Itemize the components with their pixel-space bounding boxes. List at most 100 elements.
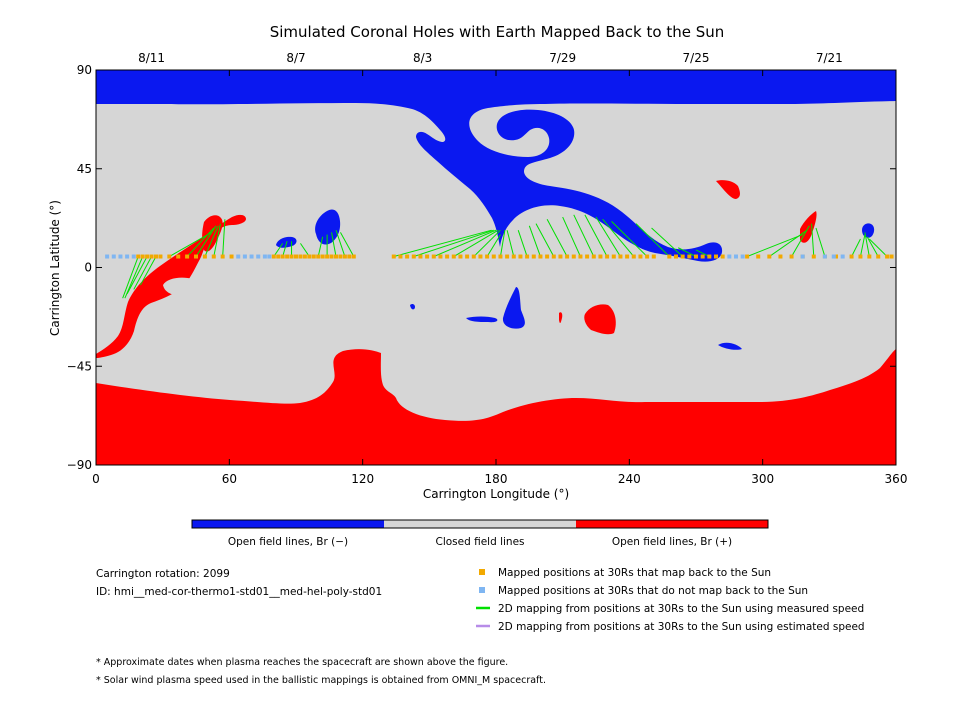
- mapped-point: [674, 254, 678, 259]
- legend-label: Mapped positions at 30Rs that map back t…: [498, 567, 771, 579]
- mapped-point: [325, 254, 330, 259]
- closed-field-background: [96, 70, 896, 465]
- mapped-point: [342, 254, 347, 259]
- unmapped-point: [262, 254, 267, 259]
- mapped-point: [158, 254, 163, 259]
- mapping-line: [453, 229, 499, 257]
- mapping-line: [811, 223, 815, 257]
- mapped-point: [271, 254, 276, 259]
- plot-area: [95, 69, 897, 466]
- y-tick-label: 90: [77, 63, 92, 77]
- mapping-line: [340, 232, 355, 257]
- mapped-point: [154, 254, 158, 259]
- mapped-point: [849, 254, 854, 259]
- unmapped-point: [800, 254, 805, 259]
- mapped-point: [298, 254, 303, 259]
- red-hole-lon55: [202, 215, 223, 252]
- red-hole-lon225-south: [584, 304, 616, 335]
- mapped-point: [531, 254, 536, 259]
- mapping-line: [506, 230, 515, 257]
- mapped-point: [598, 254, 603, 259]
- mapped-point: [789, 254, 794, 259]
- mapped-point: [229, 254, 234, 259]
- measured-speed-mapping-lines: [122, 214, 888, 299]
- mapped-point: [498, 254, 503, 259]
- closed-island-west: [163, 277, 200, 296]
- mapping-line: [528, 225, 541, 257]
- mapped-point: [889, 254, 894, 259]
- mapping-line: [746, 234, 803, 257]
- mapping-line: [611, 221, 648, 257]
- mapping-line: [186, 227, 215, 257]
- mapped-point: [398, 254, 403, 259]
- x-tick-label: 120: [351, 472, 374, 486]
- mapped-point: [307, 254, 312, 259]
- mapping-line: [273, 243, 284, 257]
- mapping-line: [300, 243, 310, 257]
- mapping-line: [546, 218, 568, 257]
- top-date-label: 7/29: [549, 51, 576, 65]
- mapped-point: [311, 254, 316, 259]
- unmapped-point: [727, 254, 732, 259]
- note-speed: * Solar wind plasma speed used in the ba…: [96, 675, 546, 686]
- y-tick-label: 0: [84, 261, 92, 275]
- mapped-point: [302, 254, 307, 259]
- blue-hole-lon170-south: [466, 316, 498, 323]
- top-date-label: 8/7: [286, 51, 305, 65]
- unmapped-positions-30rs: [105, 254, 845, 259]
- unmapped-point: [840, 254, 845, 259]
- mapping-line: [815, 227, 826, 257]
- mapping-line: [769, 229, 808, 257]
- top-date-label: 8/11: [138, 51, 165, 65]
- mapping-line: [517, 230, 528, 257]
- unmapped-point: [242, 254, 247, 259]
- chart-title: Simulated Coronal Holes with Earth Mappe…: [270, 23, 725, 41]
- mapped-point: [465, 254, 470, 259]
- mapped-point: [876, 254, 881, 259]
- mapped-point: [431, 254, 436, 259]
- mapping-line: [317, 236, 324, 257]
- mapped-point: [505, 254, 510, 259]
- red-hole-lon354-south: [890, 356, 896, 384]
- mapped-point: [551, 254, 556, 259]
- mapping-line: [282, 241, 288, 257]
- mapping-line: [535, 223, 555, 257]
- mapped-point: [491, 254, 496, 259]
- mapped-point: [525, 254, 530, 259]
- colorbar-label: Open field lines, Br (+): [612, 536, 732, 548]
- mapped-point: [285, 254, 290, 259]
- mapping-line: [133, 256, 152, 290]
- note-dates: * Approximate dates when plasma reaches …: [96, 657, 508, 668]
- mapping-line: [213, 223, 221, 257]
- mapped-point: [329, 254, 334, 259]
- mapped-positions-30rs: [136, 254, 894, 259]
- mapped-point: [720, 254, 725, 259]
- mapped-point: [140, 254, 145, 259]
- mapping-line: [486, 234, 501, 257]
- x-tick-label: 240: [618, 472, 641, 486]
- mapping-line: [473, 229, 501, 257]
- mapping-line: [122, 256, 139, 299]
- unmapped-point: [111, 254, 116, 259]
- blue-hole-lon185-south: [502, 287, 525, 329]
- top-date-label: 8/3: [413, 51, 432, 65]
- mapped-point: [202, 254, 207, 259]
- mapped-point: [767, 254, 772, 259]
- mapped-point: [347, 254, 352, 259]
- mapped-point: [185, 254, 190, 259]
- mapped-point: [885, 254, 890, 259]
- mapping-line: [195, 225, 217, 257]
- mapped-point: [149, 254, 154, 259]
- mapped-point: [707, 254, 712, 259]
- top-date-label: 7/21: [816, 51, 843, 65]
- colorbar-segment: [384, 520, 576, 528]
- unmapped-point: [267, 254, 272, 259]
- mapped-point: [294, 254, 298, 259]
- unmapped-point: [734, 254, 738, 259]
- legend-label: Mapped positions at 30Rs that do not map…: [498, 585, 808, 597]
- mapped-point: [289, 254, 294, 259]
- mapped-point: [418, 254, 423, 259]
- unmapped-point: [125, 254, 130, 259]
- mapping-line: [124, 256, 144, 299]
- mapped-point: [511, 254, 516, 259]
